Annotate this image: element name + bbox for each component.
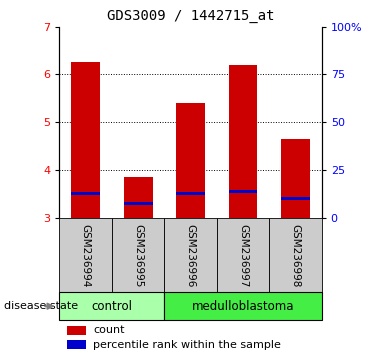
Bar [124,177,152,218]
Text: GSM236994: GSM236994 [80,224,91,287]
Text: GSM236998: GSM236998 [290,224,301,287]
Text: medulloblastoma: medulloblastoma [192,300,294,313]
Bar [67,326,86,335]
Bar [124,202,152,205]
Bar [164,218,217,292]
Text: percentile rank within the sample: percentile rank within the sample [93,339,282,350]
Bar [176,103,205,218]
Bar [59,292,164,320]
Bar [71,62,100,218]
Text: GSM236996: GSM236996 [185,224,196,287]
Bar [281,197,310,200]
Text: GSM236997: GSM236997 [238,224,248,287]
Title: GDS3009 / 1442715_at: GDS3009 / 1442715_at [107,9,274,23]
Text: disease state: disease state [4,301,78,311]
Text: count: count [93,325,125,335]
Bar [176,192,205,195]
Bar [71,192,100,195]
Text: control: control [91,300,133,313]
Bar [59,218,112,292]
Bar [281,139,310,218]
Bar [164,292,322,320]
Bar [217,218,269,292]
Text: GSM236995: GSM236995 [133,224,143,287]
Bar [229,65,257,218]
Bar [269,218,322,292]
Bar [229,190,257,193]
Bar [112,218,164,292]
Bar [67,340,86,349]
